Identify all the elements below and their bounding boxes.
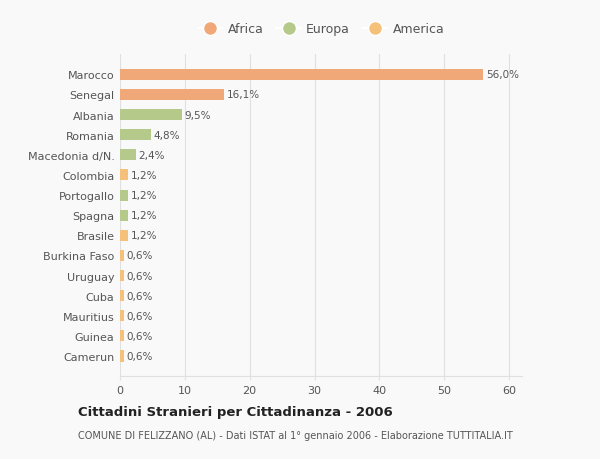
Text: Cittadini Stranieri per Cittadinanza - 2006: Cittadini Stranieri per Cittadinanza - 2… (78, 405, 393, 419)
Bar (120, 230, 128, 241)
Text: 9,5%: 9,5% (184, 110, 211, 120)
Bar (120, 250, 124, 262)
Text: 0,6%: 0,6% (127, 271, 153, 281)
Text: 1,2%: 1,2% (130, 231, 157, 241)
Text: 2,4%: 2,4% (138, 151, 164, 161)
Bar (120, 330, 124, 341)
Text: 16,1%: 16,1% (227, 90, 260, 100)
Bar (120, 110, 182, 121)
Text: 1,2%: 1,2% (130, 190, 157, 201)
Bar (120, 351, 124, 362)
Text: 1,2%: 1,2% (130, 171, 157, 180)
Bar (120, 130, 151, 141)
Bar (120, 190, 128, 201)
Bar (120, 90, 224, 101)
Bar (120, 70, 483, 81)
Text: 0,6%: 0,6% (127, 331, 153, 341)
Text: 0,6%: 0,6% (127, 251, 153, 261)
Text: 0,6%: 0,6% (127, 351, 153, 361)
Text: COMUNE DI FELIZZANO (AL) - Dati ISTAT al 1° gennaio 2006 - Elaborazione TUTTITAL: COMUNE DI FELIZZANO (AL) - Dati ISTAT al… (78, 431, 513, 440)
Bar (120, 311, 124, 322)
Text: 0,6%: 0,6% (127, 311, 153, 321)
Text: 1,2%: 1,2% (130, 211, 157, 221)
Bar (120, 210, 128, 221)
Legend: Africa, Europa, America: Africa, Europa, America (194, 20, 448, 40)
Bar (120, 270, 124, 281)
Bar (120, 170, 128, 181)
Text: 4,8%: 4,8% (154, 130, 180, 140)
Text: 0,6%: 0,6% (127, 291, 153, 301)
Bar (120, 291, 124, 302)
Text: 56,0%: 56,0% (485, 70, 518, 80)
Bar (120, 150, 136, 161)
